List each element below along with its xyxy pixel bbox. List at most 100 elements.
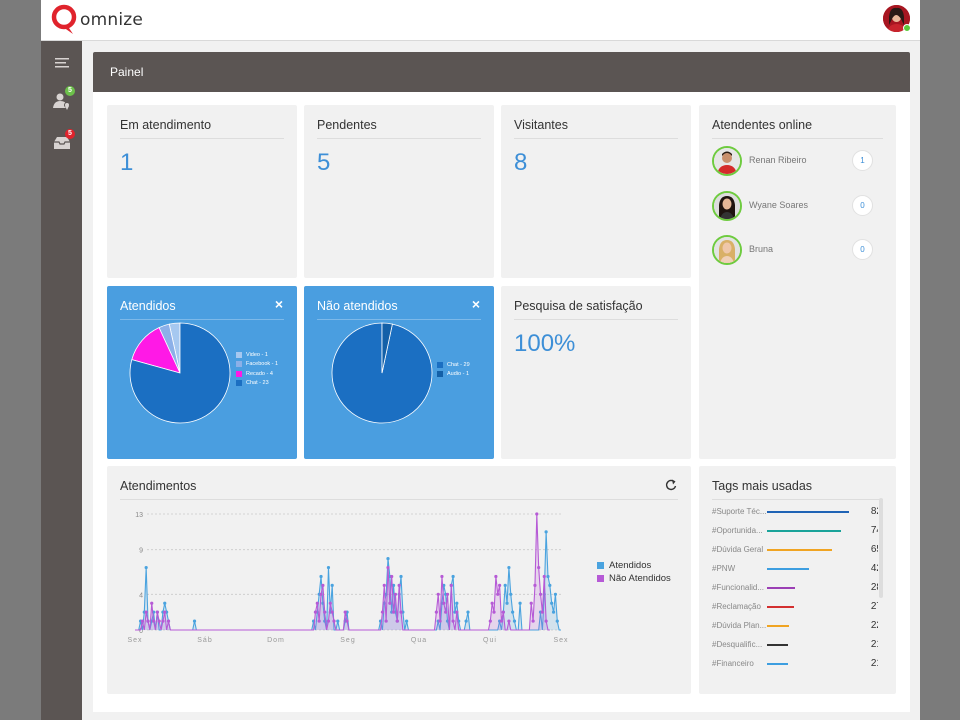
- pie-slice-chat[interactable]: [129, 322, 231, 424]
- tag-row[interactable]: #Dúvida Geral 65: [712, 540, 878, 559]
- data-point[interactable]: [323, 610, 327, 614]
- data-point[interactable]: [434, 610, 438, 614]
- omnize-logo[interactable]: omnize: [51, 4, 143, 36]
- data-point[interactable]: [328, 601, 332, 605]
- data-point[interactable]: [538, 592, 543, 596]
- agent-item[interactable]: Wyane Soares 0: [712, 191, 882, 221]
- data-point[interactable]: [488, 619, 492, 623]
- tags-list[interactable]: #Suporte Téc... 82 #Oportunida... 74 #Dúvida…: [712, 502, 878, 682]
- user-location-icon[interactable]: [52, 91, 72, 111]
- tags-scrollbar[interactable]: [879, 498, 883, 598]
- tag-row[interactable]: #Financeiro 21: [712, 654, 878, 673]
- agent-item[interactable]: Renan Ribeiro 1: [712, 146, 882, 176]
- data-point[interactable]: [163, 601, 167, 605]
- data-point[interactable]: [464, 619, 468, 623]
- menu-icon[interactable]: [52, 53, 72, 73]
- data-point[interactable]: [542, 574, 546, 579]
- data-point[interactable]: [501, 610, 505, 614]
- data-point[interactable]: [326, 619, 331, 623]
- data-point[interactable]: [336, 619, 340, 623]
- data-point[interactable]: [391, 610, 396, 614]
- data-point[interactable]: [152, 619, 156, 623]
- data-point[interactable]: [442, 601, 446, 605]
- data-point[interactable]: [529, 601, 533, 605]
- data-point[interactable]: [507, 565, 511, 570]
- data-point[interactable]: [390, 574, 394, 579]
- data-point[interactable]: [386, 557, 390, 561]
- data-point[interactable]: [551, 610, 556, 614]
- tag-row[interactable]: #Suporte Téc... 82: [712, 502, 878, 521]
- tag-row[interactable]: #Reclamação 27: [712, 597, 878, 616]
- data-point[interactable]: [555, 619, 559, 623]
- data-point[interactable]: [150, 601, 154, 605]
- data-point[interactable]: [386, 565, 390, 570]
- data-point[interactable]: [546, 574, 550, 579]
- data-point[interactable]: [326, 565, 331, 570]
- data-point[interactable]: [440, 574, 444, 579]
- data-point[interactable]: [544, 530, 548, 534]
- data-point[interactable]: [436, 592, 440, 596]
- data-point[interactable]: [550, 601, 554, 605]
- data-point[interactable]: [163, 610, 167, 614]
- data-point[interactable]: [330, 583, 334, 587]
- data-point[interactable]: [395, 619, 399, 623]
- data-point[interactable]: [397, 583, 401, 587]
- tag-row[interactable]: #Funcionalid... 28: [712, 578, 878, 597]
- data-point[interactable]: [157, 619, 161, 623]
- agent-item[interactable]: Bruna 0: [712, 235, 882, 265]
- data-point[interactable]: [511, 610, 515, 614]
- data-point[interactable]: [535, 512, 539, 516]
- data-point[interactable]: [332, 619, 336, 623]
- card-pesquisa-satisfacao[interactable]: Pesquisa de satisfação 100%: [501, 286, 691, 459]
- data-point[interactable]: [537, 565, 541, 570]
- data-point[interactable]: [455, 601, 459, 605]
- data-point[interactable]: [449, 583, 453, 587]
- data-point[interactable]: [544, 619, 548, 623]
- data-point[interactable]: [455, 610, 459, 614]
- data-point[interactable]: [343, 610, 347, 614]
- data-point[interactable]: [503, 583, 507, 587]
- data-point[interactable]: [192, 619, 197, 623]
- data-point[interactable]: [444, 610, 448, 614]
- data-point[interactable]: [533, 583, 537, 587]
- data-point[interactable]: [382, 583, 386, 587]
- user-avatar[interactable]: [883, 5, 910, 32]
- data-point[interactable]: [393, 592, 398, 596]
- inbox-icon[interactable]: [52, 133, 72, 153]
- data-point[interactable]: [494, 574, 498, 579]
- pie-slice-audio[interactable]: [381, 322, 393, 374]
- data-point[interactable]: [399, 574, 403, 579]
- data-point[interactable]: [388, 601, 392, 605]
- data-point[interactable]: [140, 619, 145, 623]
- data-point[interactable]: [319, 592, 323, 596]
- data-point[interactable]: [492, 610, 496, 614]
- data-point[interactable]: [445, 592, 450, 596]
- data-point[interactable]: [166, 619, 171, 623]
- data-point[interactable]: [518, 601, 522, 605]
- series-line-nao-atendidos[interactable]: [135, 513, 550, 631]
- data-point[interactable]: [445, 619, 450, 623]
- tag-row[interactable]: #Desqualific... 21: [712, 635, 878, 654]
- data-point[interactable]: [146, 619, 150, 623]
- tag-row[interactable]: #PNW 42: [712, 559, 878, 578]
- data-point[interactable]: [438, 619, 442, 623]
- data-point[interactable]: [399, 610, 403, 614]
- data-point[interactable]: [380, 610, 385, 614]
- data-point[interactable]: [553, 592, 558, 596]
- data-point[interactable]: [451, 619, 455, 623]
- data-point[interactable]: [509, 592, 513, 596]
- data-point[interactable]: [496, 592, 500, 596]
- card-pendentes[interactable]: Pendentes 5: [304, 105, 494, 278]
- refresh-icon[interactable]: [664, 478, 678, 492]
- data-point[interactable]: [498, 583, 502, 587]
- data-point[interactable]: [531, 619, 535, 623]
- data-point[interactable]: [313, 610, 318, 614]
- data-point[interactable]: [451, 574, 455, 579]
- data-point[interactable]: [507, 619, 511, 623]
- tag-row[interactable]: #Dúvida Plan... 22: [712, 616, 878, 635]
- card-visitantes[interactable]: Visitantes 8: [501, 105, 691, 278]
- close-icon[interactable]: ×: [471, 296, 480, 312]
- data-point[interactable]: [512, 619, 517, 623]
- data-point[interactable]: [155, 610, 159, 614]
- data-point[interactable]: [321, 583, 325, 587]
